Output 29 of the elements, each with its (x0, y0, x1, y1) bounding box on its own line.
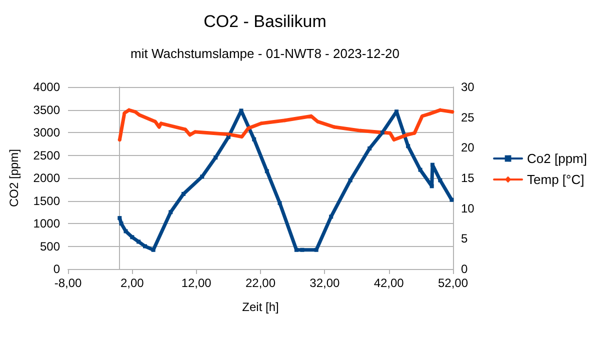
x-tick-label: 22,00 (245, 276, 276, 290)
y2-tick-label: 25 (461, 110, 475, 124)
y-tick-label: 3000 (33, 126, 60, 140)
y2-tick-label: 0 (461, 262, 468, 276)
y-tick-label: 1500 (33, 194, 60, 208)
y-axis-title: CO2 [ppm] (7, 148, 21, 208)
legend-label: Temp [°C] (527, 172, 584, 187)
y2-tick-label: 15 (461, 171, 475, 185)
x-tick-label: 52,00 (438, 276, 468, 290)
y2-tick-label: 5 (461, 232, 468, 246)
y-tick-label: 0 (53, 262, 60, 276)
y2-tick-label: 20 (461, 140, 475, 155)
legend-label: Co2 [ppm] (527, 151, 588, 166)
y-tick-label: 3500 (33, 102, 60, 117)
x-tick-label: 2,00 (120, 276, 144, 290)
chart-subtitle: mit Wachstumslampe - 01-NWT8 - 2023-12-20 (130, 46, 400, 61)
y-tick-label: 2500 (33, 148, 60, 162)
x-axis-title: Zeit [h] (242, 300, 279, 314)
y2-tick-label: 10 (461, 201, 475, 216)
y-tick-label: 2000 (33, 171, 60, 185)
y-tick-label: 1000 (33, 216, 60, 230)
chart-title: CO2 - Basilikum (204, 12, 326, 31)
y2-tick-label: 30 (461, 80, 475, 94)
x-tick-label: 42,00 (374, 276, 404, 290)
x-tick-label: 32,00 (310, 276, 340, 290)
x-tick-label: 12,00 (181, 276, 212, 290)
x-tick-label: -8,00 (54, 276, 82, 290)
y-tick-label: 500 (40, 239, 60, 254)
y-tick-label: 4000 (33, 80, 60, 94)
